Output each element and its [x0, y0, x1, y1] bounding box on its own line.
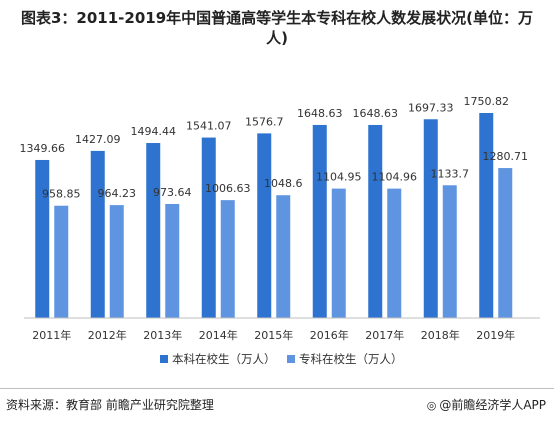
data-label-1-7: 1133.7 [431, 167, 470, 180]
x-tick-label-2: 2013年 [143, 328, 182, 342]
legend-label-0: 本科在校生（万人） [172, 352, 276, 366]
data-label-0-7: 1697.33 [408, 101, 454, 114]
bar-undergrad-0 [35, 159, 50, 318]
bar-undergrad-3 [201, 137, 216, 318]
data-label-1-8: 1280.71 [483, 150, 529, 163]
bars-group [35, 113, 513, 319]
bar-undergrad-4 [257, 133, 272, 318]
bar-junior-8 [498, 168, 513, 318]
x-tick-label-7: 2018年 [421, 328, 460, 342]
x-tick-label-8: 2019年 [476, 328, 515, 342]
bar-undergrad-8 [479, 113, 494, 318]
data-label-1-5: 1104.95 [316, 171, 362, 184]
data-label-0-2: 1494.44 [131, 125, 177, 138]
brand-logo-icon: ◎ [426, 399, 437, 412]
bar-undergrad-7 [423, 119, 438, 319]
bar-junior-7 [442, 185, 457, 318]
source-note: 资料来源：教育部 前瞻产业研究院整理 [6, 398, 214, 412]
bar-undergrad-2 [146, 143, 161, 318]
x-tick-label-3: 2014年 [199, 328, 238, 342]
bar-junior-6 [387, 188, 402, 318]
bar-junior-4 [276, 195, 291, 318]
chart-title: 图表3：2011-2019年中国普通高等学生本专科在校人数发展状况(单位：万人) [20, 9, 534, 47]
bar-undergrad-5 [312, 124, 327, 318]
data-label-1-0: 958.85 [42, 188, 81, 201]
data-label-1-3: 1006.63 [205, 182, 251, 195]
legend: 本科在校生（万人） 专科在校生（万人） [160, 352, 403, 366]
brand-text: @前瞻经济学人APP [439, 398, 546, 412]
data-label-1-1: 964.23 [98, 187, 137, 200]
data-label-0-1: 1427.09 [75, 133, 121, 146]
bar-junior-0 [54, 205, 69, 318]
bar-junior-2 [165, 203, 180, 318]
data-label-0-4: 1576.7 [245, 115, 284, 128]
bar-junior-3 [220, 200, 235, 318]
legend-swatch-1 [287, 355, 295, 363]
x-tick-label-4: 2015年 [254, 328, 293, 342]
data-label-1-2: 973.64 [153, 186, 192, 199]
data-label-1-6: 1104.96 [372, 171, 418, 184]
bar-undergrad-1 [90, 150, 105, 318]
data-label-0-0: 1349.66 [20, 142, 66, 155]
data-label-0-5: 1648.63 [297, 107, 343, 120]
footer-divider [0, 388, 554, 389]
data-label-1-4: 1048.6 [264, 177, 303, 190]
bar-undergrad-6 [368, 124, 383, 318]
x-tick-labels: 2011年 2012年 2013年 2014年 2015年 2016年 2017年 2018年… [32, 328, 515, 342]
legend-label-1: 专科在校生（万人） [299, 352, 403, 366]
brand-credit: ◎ @前瞻经济学人APP [427, 396, 546, 413]
data-label-0-3: 1541.07 [186, 120, 232, 133]
x-tick-label-1: 2012年 [88, 328, 127, 342]
legend-swatch-0 [160, 355, 168, 363]
x-tick-label-0: 2011年 [32, 328, 71, 342]
data-labels-group: 1349.66 958.85 1427.09 964.23 1494.44 973.64 1… [20, 95, 529, 201]
data-label-0-6: 1648.63 [353, 107, 399, 120]
bar-junior-1 [109, 205, 124, 318]
x-tick-label-6: 2017年 [365, 328, 404, 342]
x-tick-label-5: 2016年 [310, 328, 349, 342]
data-label-0-8: 1750.82 [464, 95, 510, 108]
bar-junior-5 [331, 188, 346, 318]
